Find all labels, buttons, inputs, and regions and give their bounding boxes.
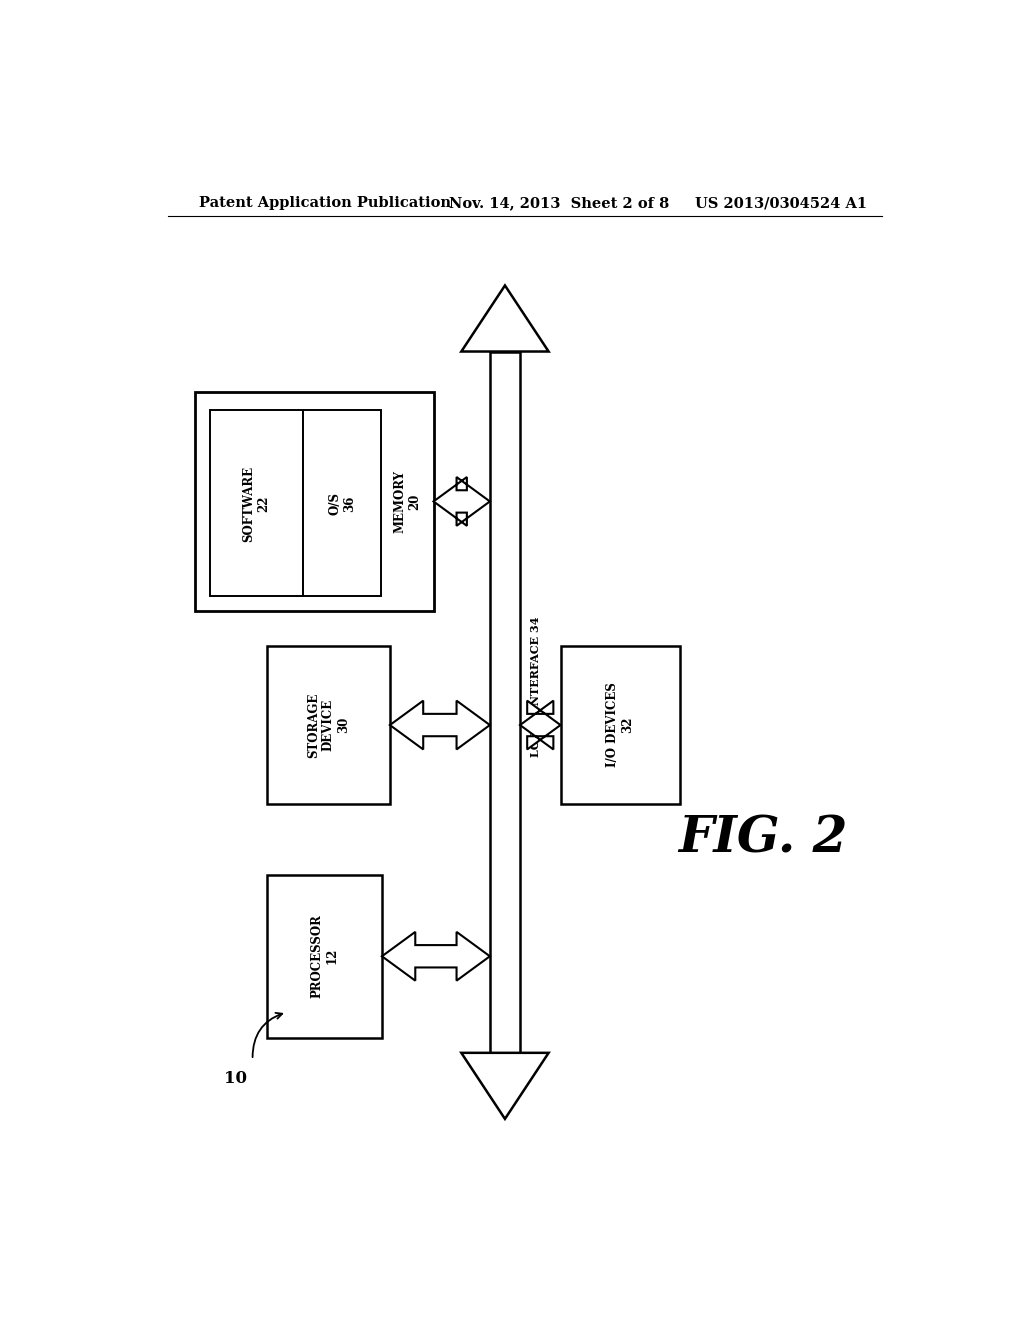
Polygon shape — [489, 351, 520, 1053]
Polygon shape — [382, 932, 489, 981]
Polygon shape — [520, 701, 560, 750]
Polygon shape — [390, 701, 489, 750]
Text: PROCESSOR
12: PROCESSOR 12 — [310, 915, 338, 998]
Text: O/S
36: O/S 36 — [329, 492, 356, 515]
Polygon shape — [267, 647, 390, 804]
Polygon shape — [303, 411, 381, 597]
Polygon shape — [433, 477, 489, 525]
FancyArrowPatch shape — [253, 1012, 283, 1057]
Text: LOCAL INTERFACE 34: LOCAL INTERFACE 34 — [529, 616, 541, 758]
Text: STORAGE
DEVICE
30: STORAGE DEVICE 30 — [307, 693, 350, 758]
Polygon shape — [461, 1053, 549, 1119]
Polygon shape — [210, 411, 303, 597]
Text: 10: 10 — [223, 1069, 247, 1086]
Text: US 2013/0304524 A1: US 2013/0304524 A1 — [695, 195, 867, 210]
Polygon shape — [267, 875, 382, 1038]
Polygon shape — [560, 647, 680, 804]
Text: FIG. 2: FIG. 2 — [678, 814, 848, 863]
Polygon shape — [196, 392, 433, 611]
Polygon shape — [461, 285, 549, 351]
Text: MEMORY
20: MEMORY 20 — [393, 470, 421, 533]
Text: I/O DEVICES
32: I/O DEVICES 32 — [606, 682, 634, 767]
Text: Nov. 14, 2013  Sheet 2 of 8: Nov. 14, 2013 Sheet 2 of 8 — [450, 195, 670, 210]
Text: Patent Application Publication: Patent Application Publication — [200, 195, 452, 210]
Text: SOFTWARE
22: SOFTWARE 22 — [243, 466, 270, 541]
